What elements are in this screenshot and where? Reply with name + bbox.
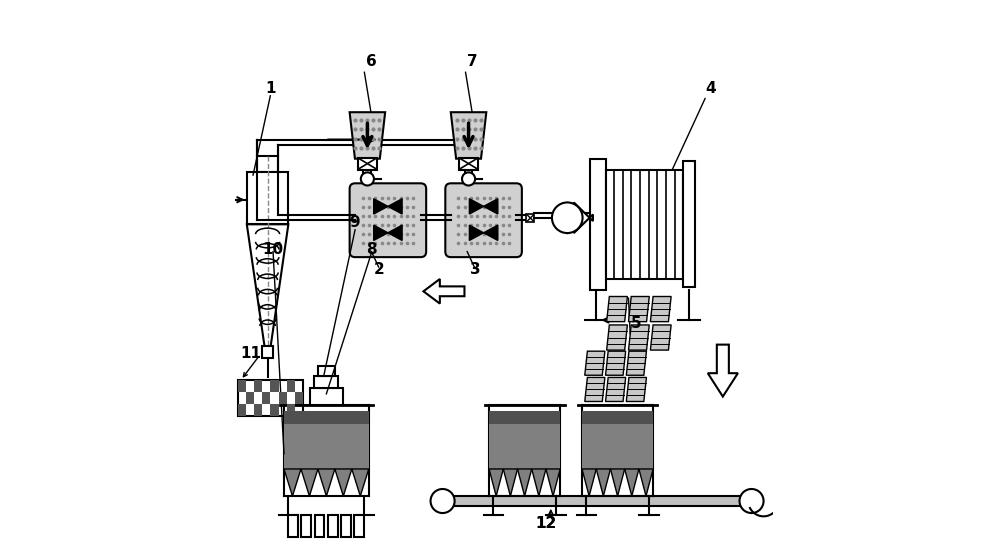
Polygon shape [489,469,503,496]
Polygon shape [284,469,301,496]
Polygon shape [650,296,671,321]
Bar [284,411,369,469]
Text: 12: 12 [536,516,557,531]
Text: 8: 8 [366,242,377,257]
Polygon shape [626,377,646,402]
Circle shape [552,203,583,233]
Text: 6: 6 [366,54,377,69]
Bar [489,411,560,424]
Bar [341,515,351,537]
Polygon shape [388,199,402,214]
Polygon shape [607,296,627,321]
Bar [238,404,246,416]
Text: 1: 1 [265,81,275,96]
Bar [459,157,478,170]
Circle shape [740,489,764,513]
Polygon shape [585,377,605,402]
Bar [238,380,303,416]
Polygon shape [629,296,649,321]
Bar [279,392,287,404]
FancyBboxPatch shape [350,184,426,257]
Polygon shape [532,469,546,496]
Polygon shape [247,224,288,347]
Bar [590,158,606,290]
Bar [284,411,369,424]
Bar [315,515,324,537]
Bar [262,347,273,358]
Polygon shape [610,469,625,496]
Polygon shape [374,225,388,240]
Bar [489,411,560,469]
Polygon shape [574,203,593,233]
Circle shape [462,172,475,185]
Bar [238,380,246,392]
Polygon shape [503,469,517,496]
Text: 10: 10 [262,242,283,257]
Polygon shape [546,469,560,496]
Polygon shape [596,469,610,496]
Polygon shape [469,199,484,214]
Bar [310,388,343,405]
Polygon shape [484,199,498,214]
Circle shape [361,172,374,185]
Polygon shape [582,469,596,496]
Bar [270,380,279,392]
Text: 4: 4 [705,81,716,96]
Text: 9: 9 [350,215,360,230]
Text: 11: 11 [240,347,261,361]
Polygon shape [423,279,464,304]
Polygon shape [484,225,498,240]
Bar [443,496,752,506]
Bar [318,367,335,376]
Bar [295,392,303,404]
Polygon shape [607,325,627,350]
Polygon shape [626,351,646,375]
Polygon shape [318,469,335,496]
Text: 7: 7 [467,54,478,69]
Polygon shape [451,112,486,158]
Bar [328,515,338,537]
Text: 2: 2 [374,262,385,277]
FancyBboxPatch shape [445,184,522,257]
Polygon shape [301,469,318,496]
Bar [582,411,653,469]
Bar [247,172,288,224]
Polygon shape [708,345,738,397]
Bar [287,380,295,392]
Text: 12: 12 [536,516,557,531]
Bar [287,404,295,416]
Bar [582,411,653,424]
Polygon shape [374,199,388,214]
Bar [301,515,311,537]
Bar [288,515,298,537]
Polygon shape [352,469,369,496]
Polygon shape [335,469,352,496]
Bar [526,214,534,222]
Circle shape [431,489,455,513]
Text: 3: 3 [470,262,481,277]
Bar [354,515,364,537]
Bar [246,392,254,404]
Bar [254,404,262,416]
Polygon shape [650,325,671,350]
Bar [314,376,338,388]
Bar [270,404,279,416]
Polygon shape [639,469,653,496]
Bar [257,156,278,172]
Polygon shape [517,469,532,496]
Bar [254,380,262,392]
Polygon shape [606,351,626,375]
Bar [262,392,270,404]
Polygon shape [585,351,605,375]
Bar [683,161,695,287]
Polygon shape [350,112,385,158]
Polygon shape [469,225,484,240]
Text: 5: 5 [631,316,642,331]
Polygon shape [606,377,626,402]
Bar [358,157,377,170]
Polygon shape [625,469,639,496]
Bar [606,170,683,279]
Polygon shape [629,325,649,350]
Polygon shape [388,225,402,240]
